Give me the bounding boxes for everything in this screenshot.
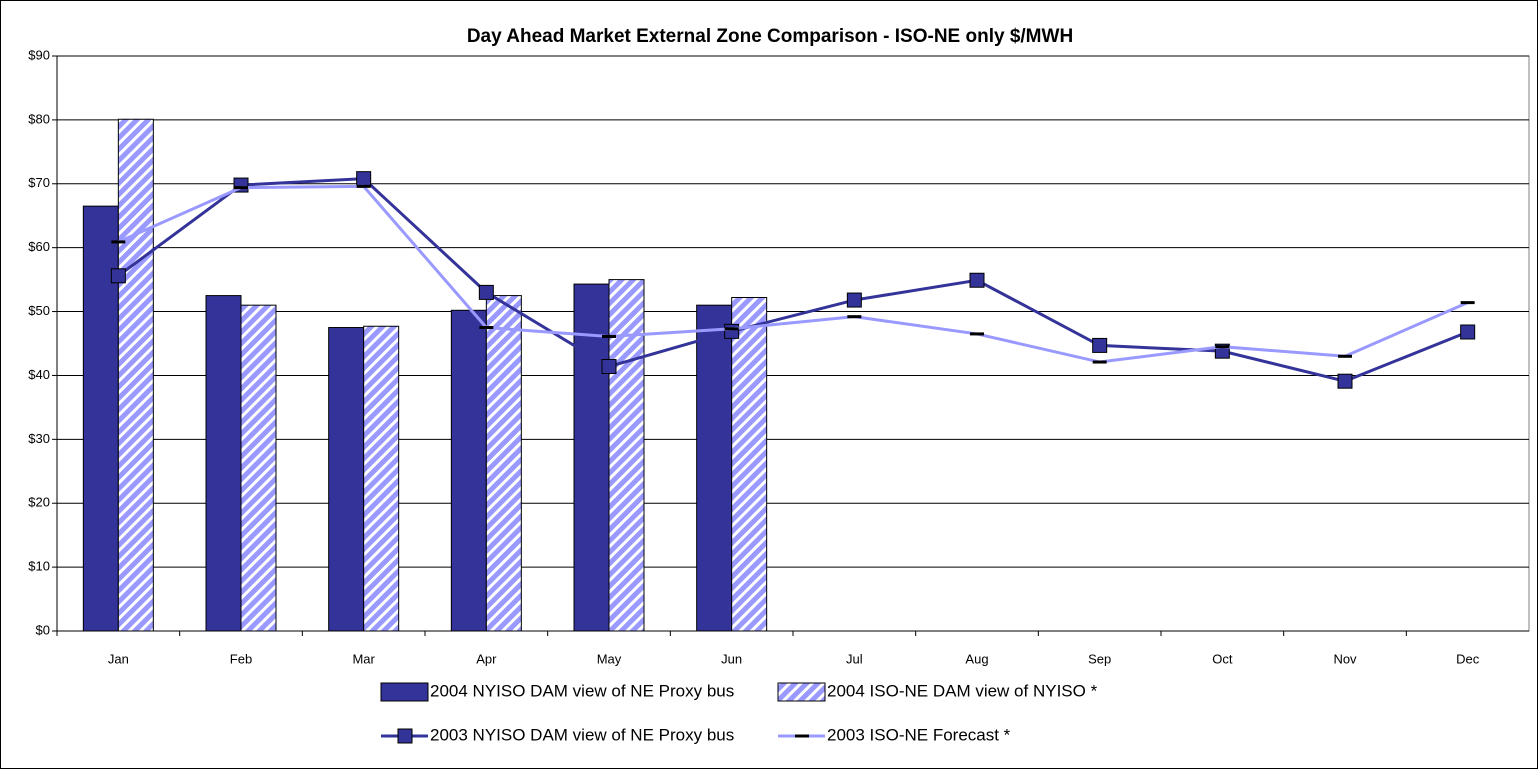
marker bbox=[1092, 360, 1107, 364]
x-tick-label: Aug bbox=[965, 651, 988, 666]
line bbox=[117, 184, 1469, 364]
marker bbox=[356, 184, 371, 188]
legend-label: 2004 NYISO DAM view of NE Proxy bus bbox=[430, 681, 734, 700]
x-tick-label: Jul bbox=[846, 651, 863, 666]
x-tick-label: May bbox=[597, 651, 622, 666]
marker bbox=[846, 292, 862, 308]
bar bbox=[696, 304, 733, 632]
marker bbox=[479, 326, 494, 330]
plot-area bbox=[56, 55, 1530, 632]
marker bbox=[234, 186, 248, 190]
x-tick-label: Dec bbox=[1456, 651, 1480, 666]
y-tick-label: $10 bbox=[28, 559, 50, 574]
x-tick-label: Jun bbox=[721, 651, 742, 666]
marker bbox=[601, 359, 617, 374]
bar bbox=[117, 118, 154, 632]
legend-label: 2003 NYISO DAM view of NE Proxy bus bbox=[430, 725, 734, 744]
legend-marker bbox=[795, 734, 809, 738]
y-tick-label: $40 bbox=[28, 367, 50, 382]
y-tick-label: $80 bbox=[28, 111, 50, 126]
marker bbox=[356, 171, 372, 187]
y-tick-label: $20 bbox=[28, 495, 50, 510]
x-tick-label: Sep bbox=[1088, 651, 1111, 666]
marker bbox=[724, 327, 739, 331]
y-tick-label: $50 bbox=[28, 303, 50, 318]
x-tick-label: Oct bbox=[1212, 651, 1233, 666]
legend-label: 2003 ISO-NE Forecast * bbox=[827, 725, 1011, 744]
marker bbox=[1338, 354, 1352, 358]
bar bbox=[450, 309, 487, 632]
y-tick-label: $90 bbox=[28, 47, 50, 62]
bar bbox=[240, 304, 277, 632]
marker bbox=[969, 272, 985, 288]
marker bbox=[1215, 345, 1230, 349]
marker bbox=[1337, 373, 1353, 389]
x-tick-label: Feb bbox=[230, 651, 252, 666]
chart-title: Day Ahead Market External Zone Compariso… bbox=[467, 26, 1073, 47]
marker bbox=[1460, 324, 1476, 340]
marker bbox=[1460, 301, 1475, 305]
bar bbox=[731, 297, 768, 632]
x-tick-label: Nov bbox=[1333, 651, 1357, 666]
marker bbox=[602, 334, 616, 338]
y-tick-label: $60 bbox=[28, 239, 50, 254]
bar bbox=[205, 295, 242, 632]
bar bbox=[363, 325, 400, 632]
bar bbox=[328, 327, 365, 632]
marker bbox=[110, 268, 126, 284]
line bbox=[117, 177, 1469, 383]
bar bbox=[608, 279, 645, 632]
y-tick-label: $70 bbox=[28, 175, 50, 190]
marker bbox=[1092, 337, 1108, 353]
marker bbox=[847, 315, 862, 319]
x-tick-label: Jan bbox=[108, 651, 129, 666]
x-tick-label: Apr bbox=[476, 651, 497, 666]
bar bbox=[573, 283, 610, 632]
marker bbox=[724, 323, 740, 339]
marker bbox=[111, 240, 126, 244]
x-tick-label: Mar bbox=[352, 651, 375, 666]
y-tick-label: $0 bbox=[36, 622, 50, 637]
legend-marker bbox=[397, 728, 413, 744]
bar bbox=[485, 295, 522, 632]
legend-label: 2004 ISO-NE DAM view of NYISO * bbox=[827, 681, 1098, 700]
y-tick-label: $30 bbox=[28, 431, 50, 446]
marker bbox=[478, 284, 494, 300]
legend-swatch bbox=[380, 682, 429, 702]
marker bbox=[970, 332, 984, 336]
legend-swatch bbox=[777, 682, 826, 702]
